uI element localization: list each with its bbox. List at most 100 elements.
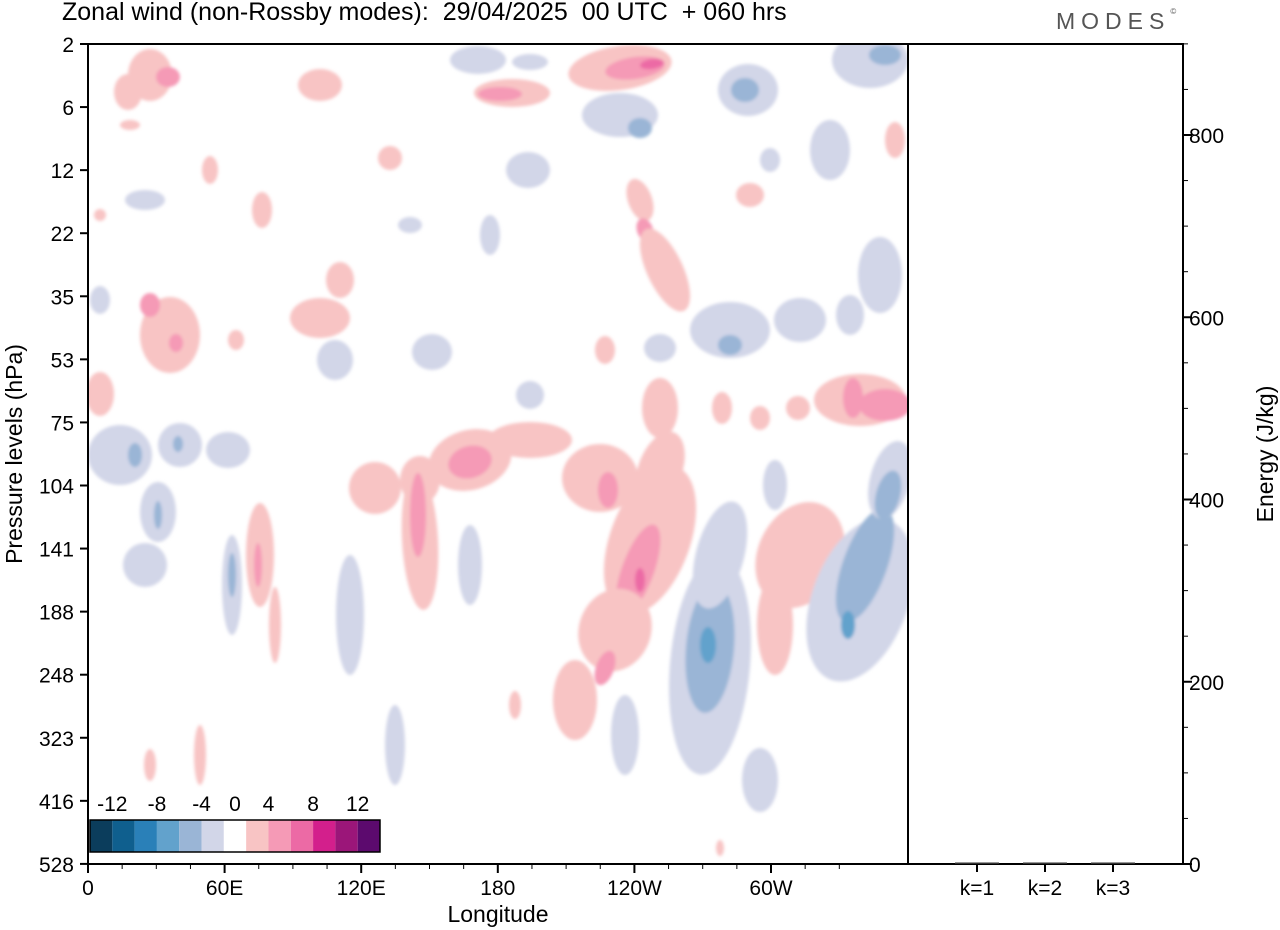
- wind-contour: [114, 74, 142, 110]
- wind-contour: [480, 215, 500, 255]
- energy-axis-label: Energy (J/kg): [1252, 386, 1278, 523]
- wind-contour: [169, 334, 183, 352]
- wind-contour: [835, 508, 895, 622]
- y-tick-label: 528: [39, 854, 74, 877]
- wind-contour: [509, 691, 521, 719]
- y-tick-label: 248: [39, 665, 74, 688]
- y-tick-label: 12: [51, 160, 74, 183]
- wind-contour: [128, 443, 142, 467]
- wind-contour: [640, 58, 664, 70]
- wind-contour: [700, 627, 716, 663]
- wind-contour: [202, 156, 218, 184]
- energy-tick-label: 400: [1189, 490, 1224, 513]
- x-tick-label: 0: [82, 877, 94, 900]
- wind-contour: [140, 297, 200, 373]
- wind-contour: [595, 336, 615, 364]
- x-tick-label: 120E: [337, 877, 386, 900]
- wind-contour: [228, 553, 236, 597]
- wind-contour: [478, 87, 522, 101]
- colorbar-label: 0: [229, 793, 241, 816]
- energy-bar: [1091, 862, 1135, 864]
- wind-contour: [786, 396, 810, 420]
- wind-contour: [774, 298, 826, 342]
- wind-contour: [458, 525, 482, 605]
- wind-contour: [750, 406, 770, 430]
- wind-contour: [378, 146, 402, 170]
- energy-tick-label: 0: [1189, 854, 1201, 877]
- y-tick-label: 35: [51, 286, 74, 309]
- y-tick-label: 6: [62, 97, 74, 120]
- wind-contour: [763, 460, 787, 510]
- colorbar-swatch: [179, 820, 202, 852]
- wind-contour: [858, 237, 902, 313]
- wind-contour: [742, 748, 778, 812]
- colorbar-swatch: [112, 820, 135, 852]
- colorbar-label: 8: [307, 793, 319, 816]
- wind-contour: [90, 286, 110, 314]
- colorbar-label: 4: [263, 793, 275, 816]
- energy-cat-label: k=2: [1028, 877, 1062, 900]
- wind-contour: [843, 378, 863, 418]
- wind-contour: [718, 335, 742, 355]
- colorbar-swatch: [357, 820, 380, 852]
- wind-contour: [644, 334, 676, 362]
- wind-contour: [88, 372, 114, 416]
- wind-contour: [885, 122, 905, 158]
- wind-contour: [488, 422, 572, 458]
- wind-contour: [874, 470, 902, 520]
- axes: 0 60E 120E 180 120W 60W Longitude 2 6 12 22 35 53 75 1…: [1, 34, 1278, 927]
- colorbar-swatch: [156, 820, 180, 852]
- wind-contour: [120, 120, 140, 130]
- wind-contour: [716, 840, 724, 856]
- wind-contour: [635, 568, 645, 592]
- x-tick-label: 180: [480, 877, 515, 900]
- energy-bar: [955, 862, 999, 864]
- wind-contour: [757, 575, 793, 675]
- energy-bar: [1023, 862, 1067, 864]
- wind-contour: [450, 46, 506, 74]
- wind-contour: [154, 501, 162, 529]
- x-tick-label: 60W: [749, 877, 792, 900]
- colorbar-swatch: [313, 820, 336, 852]
- wind-contour: [836, 295, 864, 335]
- wind-contour: [642, 378, 678, 438]
- colorbar-label: -12: [97, 793, 127, 816]
- wind-contour: [512, 54, 548, 70]
- wind-contour: [578, 588, 652, 672]
- energy-cat-label: k=3: [1096, 877, 1130, 900]
- wind-contour: [410, 473, 426, 557]
- wind-contour: [398, 217, 422, 233]
- x-tick-label: 120W: [607, 877, 662, 900]
- wind-contour: [156, 67, 180, 87]
- wind-contour: [731, 78, 759, 102]
- wind-contour: [692, 501, 748, 609]
- y-axis-label: Pressure levels (hPa): [1, 344, 27, 564]
- wind-contour: [317, 340, 353, 380]
- x-axis-label: Longitude: [447, 901, 548, 927]
- colorbar-swatch: [90, 820, 113, 852]
- wind-contour: [326, 262, 354, 298]
- wind-contour: [736, 183, 764, 207]
- wind-contour: [712, 392, 732, 424]
- y-tick-label: 141: [39, 539, 74, 562]
- wind-contour: [594, 650, 616, 686]
- modes-logo: MODES©: [1056, 7, 1177, 34]
- wind-contour: [252, 192, 272, 228]
- wind-contour: [516, 381, 544, 409]
- wind-contour: [639, 228, 691, 312]
- y-tick-label: 188: [39, 602, 74, 625]
- wind-contour: [859, 389, 908, 421]
- wind-contour: [690, 302, 770, 358]
- y-tick-label: 75: [51, 412, 74, 435]
- y-tick-label: 416: [39, 791, 74, 814]
- wind-contour: [448, 445, 492, 479]
- wind-contour: [173, 436, 183, 452]
- wind-contour: [841, 611, 855, 639]
- colorbar-label: -8: [148, 793, 167, 816]
- wind-contour: [506, 152, 550, 188]
- wind-contour: [228, 330, 244, 350]
- colorbar-swatch: [201, 820, 224, 852]
- energy-tick-label: 200: [1189, 672, 1224, 695]
- wind-contour: [810, 120, 850, 180]
- y-tick-label: 2: [62, 34, 74, 57]
